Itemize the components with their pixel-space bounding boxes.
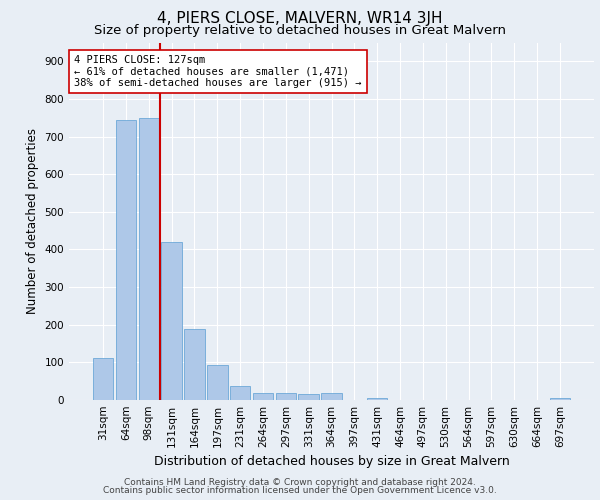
Bar [275, 393, 296, 400]
Bar [161, 242, 182, 400]
Text: Contains public sector information licensed under the Open Government Licence v3: Contains public sector information licen… [103, 486, 497, 495]
Bar [253, 393, 273, 400]
X-axis label: Distribution of detached houses by size in Great Malvern: Distribution of detached houses by size … [154, 456, 509, 468]
Bar [230, 386, 250, 400]
Text: 4 PIERS CLOSE: 127sqm
← 61% of detached houses are smaller (1,471)
38% of semi-d: 4 PIERS CLOSE: 127sqm ← 61% of detached … [74, 55, 362, 88]
Bar [550, 398, 570, 400]
Bar [184, 328, 205, 400]
Bar [116, 120, 136, 400]
Bar [321, 393, 342, 400]
Bar [207, 364, 227, 400]
Text: Contains HM Land Registry data © Crown copyright and database right 2024.: Contains HM Land Registry data © Crown c… [124, 478, 476, 487]
Bar [298, 394, 319, 400]
Bar [139, 118, 159, 400]
Bar [367, 398, 388, 400]
Y-axis label: Number of detached properties: Number of detached properties [26, 128, 39, 314]
Text: Size of property relative to detached houses in Great Malvern: Size of property relative to detached ho… [94, 24, 506, 37]
Text: 4, PIERS CLOSE, MALVERN, WR14 3JH: 4, PIERS CLOSE, MALVERN, WR14 3JH [157, 11, 443, 26]
Bar [93, 358, 113, 400]
